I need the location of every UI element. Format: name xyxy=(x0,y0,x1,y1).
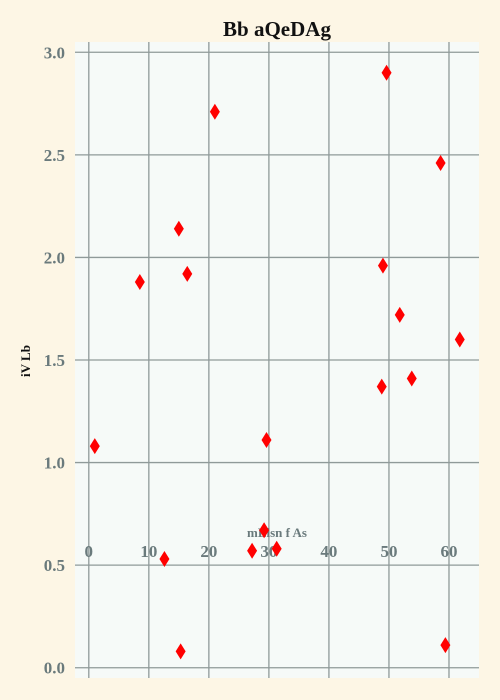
data-point xyxy=(261,432,272,449)
x-tick-label: 0 xyxy=(85,542,94,561)
data-point xyxy=(435,155,446,172)
chart-title: Bb aQeDAg xyxy=(223,17,331,41)
data-point xyxy=(159,551,170,568)
grid xyxy=(75,42,479,678)
x-tick-label: 40 xyxy=(320,542,337,561)
y-tick-label: 1.0 xyxy=(44,454,65,473)
y-tick-label: 2.0 xyxy=(44,248,65,267)
data-point xyxy=(377,257,388,274)
data-point xyxy=(134,274,145,291)
data-point xyxy=(454,331,465,348)
data-point xyxy=(209,103,220,120)
data-point xyxy=(381,64,392,81)
x-tick-label: 50 xyxy=(380,542,397,561)
x-axis-label: mLlsn f As xyxy=(247,525,307,540)
x-tick-label: 60 xyxy=(440,542,457,561)
data-point xyxy=(271,540,282,557)
data-point xyxy=(182,265,193,282)
y-axis-label: iV Lb xyxy=(18,345,33,377)
data-point xyxy=(406,370,417,387)
data-point xyxy=(394,306,405,323)
y-tick-labels: 0.0 0.5 1.0 1.5 2.0 2.5 3.0 xyxy=(44,43,65,677)
y-tick-label: 3.0 xyxy=(44,43,65,62)
y-tick-label: 1.5 xyxy=(44,351,65,370)
data-point xyxy=(175,643,186,660)
y-tick-label: 0.5 xyxy=(44,556,65,575)
y-tick-label: 0.0 xyxy=(44,659,65,678)
data-point xyxy=(247,542,258,559)
x-tick-label: 20 xyxy=(200,542,217,561)
y-tick-label: 2.5 xyxy=(44,146,65,165)
data-point xyxy=(173,220,184,237)
data-point xyxy=(89,438,100,455)
data-point xyxy=(376,378,387,395)
data-point xyxy=(259,522,270,539)
x-tick-label: 10 xyxy=(140,542,157,561)
data-points xyxy=(89,64,465,660)
data-point xyxy=(440,637,451,654)
